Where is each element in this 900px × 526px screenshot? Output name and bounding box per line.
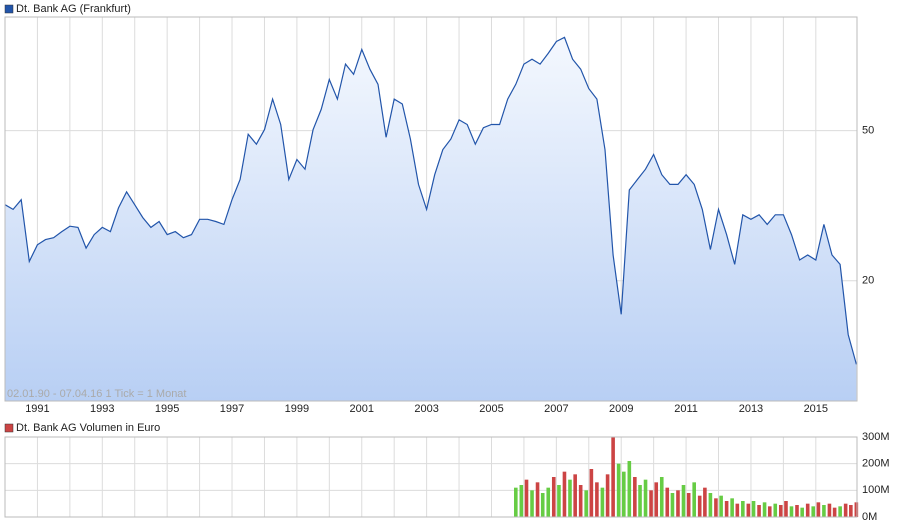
volume-bar [551,477,556,517]
volume-bar [654,482,659,517]
x-tick-label: 1995 [155,403,179,415]
volume-bar [595,482,599,517]
volume-bar [762,502,767,517]
volume-bar [611,437,615,517]
volume-bar [557,485,561,517]
volume-bar [703,487,707,517]
volume-bar [519,485,524,517]
volume-bar [600,487,605,517]
volume-bar [665,487,670,517]
volume-bar [849,505,853,517]
volume-bar [633,477,637,517]
volume-bar [789,506,794,517]
volume-bar [811,506,816,517]
x-tick-label: 2007 [544,403,568,415]
volume-panel: 0M 100M 200M 300M [4,431,890,523]
x-tick-label: 1997 [220,403,244,415]
volume-bar [805,503,810,517]
x-tick-label: 1991 [25,403,49,415]
legend-label: Dt. Bank AG Volumen in Euro [16,422,160,434]
volume-bar [535,482,540,517]
volume-bar [816,502,821,517]
volume-bar [524,479,529,517]
volume-bar [546,487,551,517]
volume-bar [832,507,837,517]
volume-bar [670,493,675,517]
price-panel: 20 50 1991 1993 1995 1997 1999 2001 2003 2005 2007… [4,16,874,415]
volume-bar [649,490,653,517]
y-tick-label: 0M [862,511,877,523]
volume-bar [643,479,648,517]
legend-swatch [4,4,14,14]
x-tick-label: 2015 [804,403,828,415]
x-tick-label: 2005 [479,403,503,415]
volume-bar [795,505,799,517]
y-tick-label: 20 [862,275,874,287]
volume-bar [822,505,826,517]
y-tick-label: 100M [862,484,890,496]
x-tick-label: 1999 [285,403,309,415]
volume-bar [589,469,594,517]
volume-bar [757,505,761,517]
volume-bar [773,503,778,517]
x-tick-label: 2011 [674,403,698,415]
volume-bar [568,479,572,517]
volume-bar [605,474,610,517]
volume-bar [843,503,848,517]
volume-bar [838,506,842,517]
volume-bar [686,493,691,517]
x-tick-label: 1993 [90,403,114,415]
plot-area [4,436,858,518]
annotation: 02.01.90 - 07.04.16 1 Tick = 1 Monat [7,388,186,400]
volume-bar [724,501,729,517]
volume-bar [692,482,696,517]
volume-bar [681,485,686,517]
volume-bar [751,501,756,517]
volume-bar [714,498,718,517]
y-tick-label: 50 [862,124,874,136]
x-tick-label: 2001 [350,403,374,415]
volume-bar [578,485,583,517]
volume-bar [622,471,626,517]
volume-bar [827,503,832,517]
volume-bar [719,495,723,517]
volume-bar [741,501,745,517]
plot-border [4,436,858,518]
y-tick-label: 200M [862,458,890,470]
volume-bar [784,501,788,517]
volume-bar [627,461,632,517]
volume-bar [854,502,859,517]
x-tick-label: 2003 [414,403,438,415]
volume-bar [778,505,783,517]
volume-bar [540,493,545,517]
volume-bar [800,507,804,517]
volume-bar [514,487,518,517]
volume-bar [638,485,642,517]
volume-bar [697,495,702,517]
legend-swatch [4,423,14,433]
volume-bar [735,503,740,517]
x-tick-label: 2009 [609,403,633,415]
price-line [4,36,857,365]
volume-bar [730,498,734,517]
volume-bar [659,477,664,517]
x-tick-label: 2013 [739,403,763,415]
price-area [5,37,857,402]
volume-bar [616,463,621,517]
volume-bar [708,493,713,517]
volume-bar [676,490,680,517]
volume-bar [530,490,534,517]
volume-bar [746,503,751,517]
volume-bar [584,490,588,517]
volume-bar [767,506,772,517]
y-tick-label: 300M [862,431,890,443]
legend-label: Dt. Bank AG (Frankfurt) [16,3,131,15]
volume-bar [562,471,567,517]
volume-bar [573,474,577,517]
plot-border [4,16,858,402]
